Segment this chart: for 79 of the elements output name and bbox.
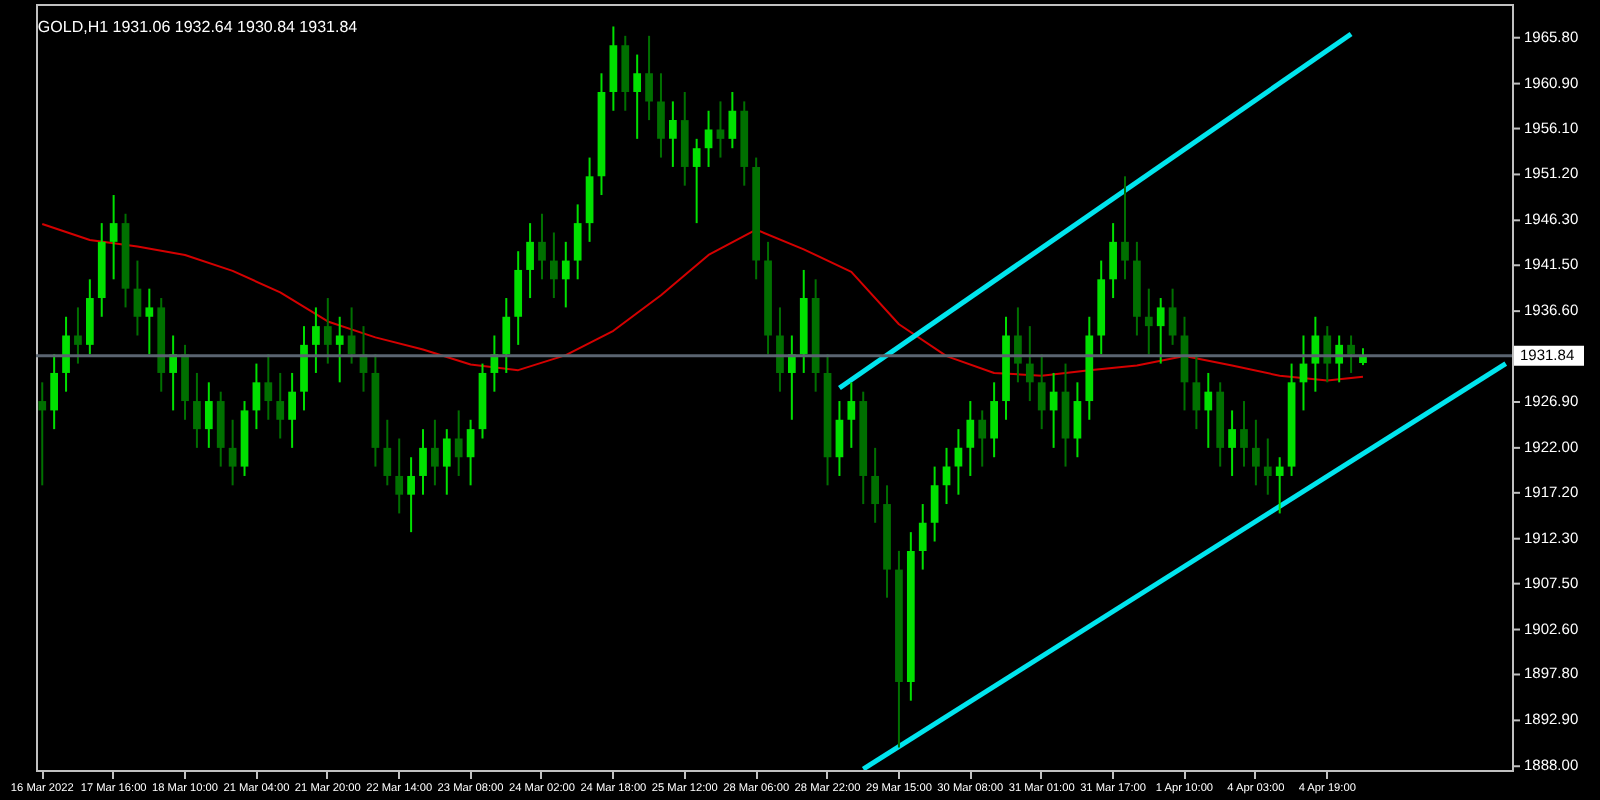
candlestick [216, 390, 225, 468]
candlestick [204, 381, 213, 449]
candlestick [407, 456, 415, 534]
candlestick [657, 72, 665, 159]
candlestick [728, 91, 737, 150]
candlestick [383, 418, 392, 487]
candlestick [954, 428, 963, 496]
candlestick [847, 381, 856, 449]
candlestick [680, 91, 689, 187]
candlestick [1061, 362, 1070, 468]
candlestick [50, 353, 59, 431]
candlestick [704, 109, 713, 168]
candlestick [38, 381, 47, 487]
candlestick [978, 409, 987, 468]
candlestick [133, 259, 142, 337]
candlestick [538, 212, 546, 281]
candlestick [1347, 334, 1355, 374]
candlestick [252, 362, 261, 431]
candlestick [1228, 409, 1236, 477]
candlestick [1240, 400, 1248, 468]
candlestick [692, 137, 701, 225]
candlestick [1109, 222, 1117, 300]
candlestick [1275, 456, 1284, 515]
candlestick [74, 306, 82, 365]
candlestick [990, 381, 998, 459]
candlestick [1192, 353, 1201, 431]
candlestick [1037, 353, 1046, 431]
text: GOLD,H1 1931.06 1932.64 1930.84 1931.84 [37, 18, 359, 36]
candlestick [1263, 437, 1272, 496]
candlestick [918, 503, 927, 571]
candlestick [526, 222, 534, 300]
candlestick [145, 287, 154, 356]
candlestick [181, 343, 189, 421]
candlestick [502, 297, 511, 374]
candlestick [1252, 418, 1260, 487]
candlestick [930, 465, 939, 543]
candlestick [264, 353, 273, 421]
candlestick [716, 100, 725, 159]
candlestick [871, 446, 879, 524]
candlestick [550, 231, 558, 300]
candlestick [347, 306, 356, 365]
candlestick [573, 203, 582, 281]
candlestick [1014, 306, 1022, 384]
candlestick [1073, 381, 1082, 459]
candlestick [1323, 325, 1332, 384]
candlestick [85, 278, 94, 356]
candlestick [645, 34, 653, 122]
candlestick [454, 409, 463, 477]
candlestick [561, 240, 570, 309]
candlestick [669, 100, 677, 168]
candlestick [1025, 325, 1034, 403]
candlestick [276, 371, 285, 440]
candlestick [1121, 175, 1129, 281]
candlestick [1144, 287, 1153, 356]
candlestick [62, 315, 70, 393]
candlestick [431, 418, 439, 487]
candlestick [1156, 297, 1165, 365]
candlestick [514, 250, 523, 346]
candlestick [109, 194, 118, 281]
candlestick [585, 156, 594, 243]
candlestick [419, 428, 427, 496]
candlestick [442, 428, 451, 496]
candlestick [621, 34, 630, 112]
candlestick [228, 418, 237, 487]
candlestick [1168, 287, 1177, 346]
candlestick [1204, 371, 1213, 449]
candlestick [966, 400, 975, 477]
candlestick [633, 53, 642, 140]
candlestick [300, 325, 308, 412]
candlestick [335, 315, 344, 384]
candlestick [323, 297, 332, 365]
candlestick [312, 306, 320, 374]
candlestick [193, 371, 201, 449]
line-series [41, 223, 1364, 382]
candlestick [395, 437, 404, 515]
candlestick [288, 371, 296, 449]
candlestick [466, 418, 475, 487]
candlestick [609, 25, 618, 112]
candlestick [776, 306, 784, 393]
